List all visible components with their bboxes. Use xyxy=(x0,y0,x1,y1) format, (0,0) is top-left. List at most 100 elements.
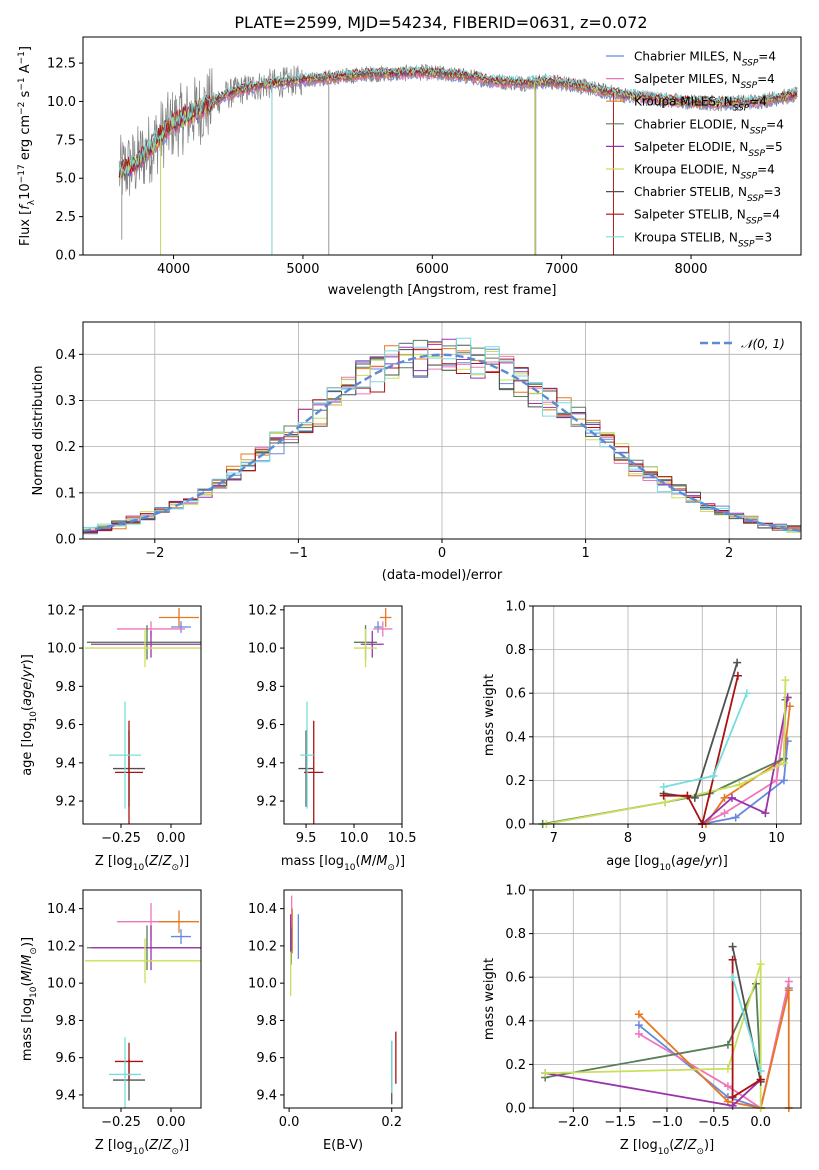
y-tick-label: 0.6 xyxy=(505,687,526,702)
series-marker-salpeter-stelib xyxy=(756,1075,765,1084)
mass-vs-EBV-panel: 0.0 0.2 9.4 9.6 9.8 10.0 10.2 10.4 E(B-V) xyxy=(248,889,403,1153)
x-axis-label: E(B-V) xyxy=(323,1138,363,1153)
legend-count: =3 xyxy=(764,185,782,199)
y-tick-label: 9.8 xyxy=(256,680,277,695)
y-tick-label: 0.8 xyxy=(505,643,526,658)
x-tick-label: 9 xyxy=(698,831,706,846)
x-axis-label: Z [log10(Z/Z⊙)] xyxy=(620,1138,714,1157)
legend-label: Kroupa STELIB, NSSP=3 xyxy=(634,230,772,249)
y-tick-label: 0.4 xyxy=(55,348,76,363)
series-marker-kroupa-miles xyxy=(784,986,793,995)
legend-count: =4 xyxy=(758,50,776,64)
axes-frame xyxy=(532,889,802,1109)
y-tick-label: 9.4 xyxy=(256,1088,277,1103)
axes-frame xyxy=(82,605,202,825)
series-marker-chabrier-stelib xyxy=(728,942,737,951)
y-tick-label: 10.2 xyxy=(248,939,277,954)
x-tick-label: 7 xyxy=(550,831,558,846)
legend-text: Salpeter MILES, N xyxy=(634,72,741,86)
axes-frame xyxy=(82,889,202,1109)
x-tick-label: −2 xyxy=(145,546,164,561)
mass-weight-vs-age-panel: 7 8 9 10 0.0 0.2 0.4 0.6 0.8 1.0 age [log10(age/yr… xyxy=(482,600,802,873)
x-tick-label: 4000 xyxy=(157,262,190,277)
y-tick-label: 10.2 xyxy=(47,603,76,618)
legend-sub: SSP xyxy=(738,239,755,249)
series xyxy=(541,942,793,1112)
legend-text: Salpeter STELIB, N xyxy=(634,208,746,222)
legend-count: =4 xyxy=(762,208,780,222)
y-tick-label: 10.2 xyxy=(248,603,277,618)
legend-sub: SSP xyxy=(747,194,764,204)
y-tick-label: 1.0 xyxy=(505,884,526,899)
legend-sub: SSP xyxy=(750,126,767,136)
mass-weight-vs-Z-panel: −2.0 −1.5 −1.0 −0.5 0.0 0.0 0.2 0.4 0.6 0.8 1.0 Z [… xyxy=(482,884,802,1157)
series-marker-kroupa-stelib xyxy=(756,1066,765,1075)
series-marker-chabrier-miles xyxy=(731,813,740,822)
series-marker-salpeter-elodie xyxy=(761,809,770,818)
x-tick-label: −0.25 xyxy=(101,1115,141,1130)
y-tick-label: 1.0 xyxy=(505,600,526,615)
y-tick-label: 10.4 xyxy=(47,902,76,917)
spectrum-panel: 4000 5000 6000 7000 8000 0.0 2.5 5.0 7.5 10.0 12.5… xyxy=(17,36,802,298)
y-tick-label: 5.0 xyxy=(55,172,76,187)
series-line-salpeter-stelib xyxy=(663,675,739,827)
y-tick-label: 10.0 xyxy=(248,642,277,657)
y-axis-label: Normed distribution xyxy=(31,366,46,496)
axes-frame xyxy=(82,36,802,256)
legend-text: Kroupa STELIB, N xyxy=(634,230,738,244)
series-marker-chabrier-stelib xyxy=(690,793,699,802)
errorbars xyxy=(85,607,201,824)
series-line-kroupa-stelib xyxy=(731,976,762,1072)
series-marker-chabrier-miles xyxy=(634,1021,643,1030)
series-marker-salpeter-miles xyxy=(720,809,729,818)
series-marker-salpeter-miles xyxy=(723,1082,732,1091)
legend-text: Kroupa ELODIE, N xyxy=(634,163,741,177)
series xyxy=(538,658,794,828)
y-axis-label: age [log10(age/yr)] xyxy=(20,654,39,776)
histogram-steps xyxy=(83,337,801,535)
legend-sub: SSP xyxy=(746,217,763,227)
series-line-salpeter-miles xyxy=(701,697,789,825)
x-tick-label: 5000 xyxy=(286,262,319,277)
x-tick-label: 10.5 xyxy=(388,831,417,846)
y-tick-label: 0.4 xyxy=(505,1014,526,1029)
series-marker-salpeter-elodie xyxy=(727,793,736,802)
x-tick-label: −1.0 xyxy=(651,1115,683,1130)
legend-text: Chabrier ELODIE, N xyxy=(634,117,750,131)
series-marker-kroupa-elodie xyxy=(756,960,765,969)
x-tick-label: −1 xyxy=(289,546,308,561)
axes-frame xyxy=(82,321,802,540)
y-tick-label: 9.4 xyxy=(55,756,76,771)
x-tick-label: 0.0 xyxy=(279,1115,300,1130)
x-tick-label: 6000 xyxy=(416,262,449,277)
x-axis-label: age [log10(age/yr)] xyxy=(606,854,728,873)
legend-text: Chabrier MILES, N xyxy=(634,50,742,64)
series-marker-salpeter-stelib xyxy=(659,791,668,800)
legend-sub: SSP xyxy=(741,81,758,91)
y-tick-label: 0.4 xyxy=(505,730,526,745)
series-marker-kroupa-stelib xyxy=(728,973,737,982)
series-marker-chabrier-elodie xyxy=(723,1040,732,1049)
y-axis-label: mass weight xyxy=(482,958,497,1040)
y-tick-label: 10.2 xyxy=(47,939,76,954)
legend-sub: SSP xyxy=(742,59,759,69)
x-tick-label: 8000 xyxy=(674,262,707,277)
y-tick-label: 0.3 xyxy=(55,394,76,409)
series-line-salpeter-miles xyxy=(638,981,790,1110)
x-tick-label: 8 xyxy=(624,831,632,846)
series-marker-kroupa-miles xyxy=(720,793,729,802)
x-tick-label: 7000 xyxy=(545,262,578,277)
legend-count: =4 xyxy=(757,72,775,86)
y-tick-label: 9.6 xyxy=(55,718,76,733)
series-marker-salpeter-miles xyxy=(784,977,793,986)
legend-text: Chabrier STELIB, N xyxy=(634,185,747,199)
series-marker-kroupa-elodie xyxy=(541,1069,550,1078)
spectrum-lines xyxy=(118,63,798,255)
x-tick-label: 9.5 xyxy=(296,831,317,846)
series-marker-salpeter-miles xyxy=(634,1029,643,1038)
series-marker-kroupa-stelib xyxy=(709,772,718,781)
histogram-panel: −2 −1 0 1 2 0.0 0.1 0.2 0.3 0.4 (data-model)/error… xyxy=(31,321,802,583)
x-axis-label: Z [log10(Z/Z⊙)] xyxy=(95,854,189,873)
y-tick-label: 2.5 xyxy=(55,210,76,225)
y-tick-label: 0.2 xyxy=(505,774,526,789)
